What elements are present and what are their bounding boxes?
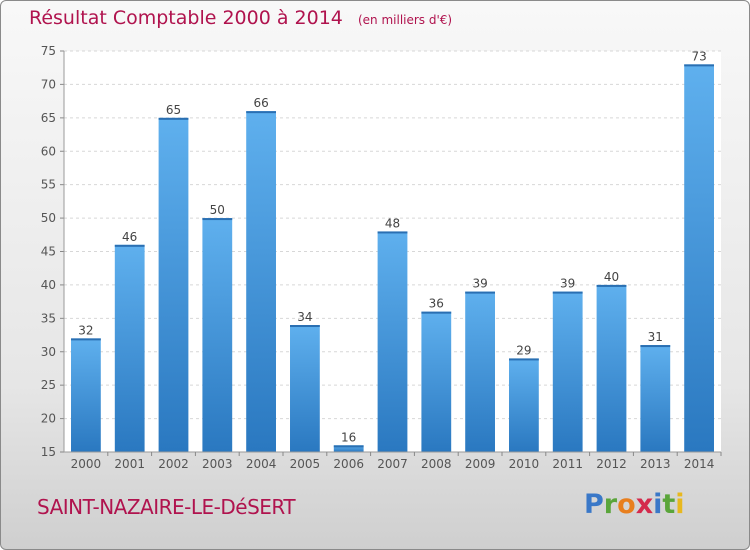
y-tick-label: 40	[41, 278, 56, 292]
y-tick-label: 60	[41, 144, 56, 158]
bar-top	[596, 284, 627, 287]
bar-top	[71, 338, 101, 341]
bar-2006	[333, 445, 364, 452]
bar-top	[421, 311, 452, 314]
bar-2003	[202, 218, 233, 452]
y-tick-label: 15	[41, 445, 56, 459]
bar-2013	[640, 345, 671, 452]
data-labels: 32 46 65 50 66 34 16 48 36 39 29 39 40 31 73	[78, 49, 706, 444]
x-tick-label: 2004	[246, 457, 277, 471]
chart-title: Résultat Comptable 2000 à 2014	[29, 7, 343, 29]
y-tick-label: 75	[41, 44, 56, 58]
bar-top	[684, 64, 714, 67]
data-label: 66	[253, 96, 268, 110]
logo-letter: t	[662, 489, 676, 520]
x-tick-label: 2002	[158, 457, 189, 471]
data-label: 31	[648, 330, 663, 344]
x-tick-label: 2000	[71, 457, 102, 471]
bar-2000	[71, 338, 101, 452]
bar-top	[333, 445, 364, 448]
data-label: 16	[341, 430, 356, 444]
data-label: 39	[472, 277, 487, 291]
data-label: 48	[385, 216, 400, 230]
bar-2011	[552, 291, 583, 452]
title-row: Résultat Comptable 2000 à 2014 (en milli…	[29, 7, 452, 29]
x-tick-label: 2008	[421, 457, 452, 471]
data-label: 65	[166, 103, 181, 117]
x-tick-label: 2007	[377, 457, 408, 471]
bar-2012	[596, 284, 627, 452]
y-axis: 15 20 25 30 35 40 45 50 55 60 65 70 75	[41, 44, 65, 459]
data-label: 40	[604, 270, 619, 284]
x-tick-label: 2001	[114, 457, 145, 471]
bar-top	[377, 231, 408, 234]
bar-top	[552, 291, 583, 294]
data-label: 39	[560, 277, 575, 291]
data-label: 73	[691, 49, 706, 63]
bar-top	[158, 117, 189, 120]
x-tick-label: 2011	[552, 457, 583, 471]
data-label: 46	[122, 230, 137, 244]
y-tick-label: 45	[41, 245, 56, 259]
bar-2009	[465, 291, 495, 452]
bar-2007	[377, 231, 408, 452]
data-label: 32	[78, 323, 93, 337]
bars	[71, 64, 714, 453]
proxiti-logo: Proxiti	[584, 489, 685, 520]
bar-2010	[509, 358, 539, 452]
x-axis: 2000 2001 2002 2003 2004 2005 2006 2007 2008 2009…	[64, 451, 722, 471]
y-tick-label: 55	[41, 178, 56, 192]
logo-letter: r	[603, 489, 618, 520]
logo-letter: x	[635, 489, 654, 520]
bar-top	[114, 244, 145, 247]
bar-top	[640, 345, 671, 348]
y-tick-label: 65	[41, 111, 56, 125]
bar-2014	[684, 64, 714, 452]
x-tick-label: 2010	[509, 457, 540, 471]
commune-name: SAINT-NAZAIRE-LE-DéSERT	[37, 495, 296, 519]
y-tick-label: 35	[41, 311, 56, 325]
y-tick-label: 70	[41, 77, 56, 91]
bar-top	[246, 111, 276, 114]
data-label: 36	[429, 297, 444, 311]
bar-top	[509, 358, 539, 361]
y-tick-label: 30	[41, 345, 56, 359]
bar-2008	[421, 311, 452, 452]
x-tick-label: 2003	[202, 457, 233, 471]
logo-letter: i	[653, 489, 663, 520]
logo-letter: i	[675, 489, 685, 520]
bar-top	[202, 218, 233, 221]
bar-2004	[246, 111, 276, 453]
y-tick-label: 20	[41, 412, 56, 426]
data-label: 29	[516, 343, 531, 357]
logo-letter: o	[617, 489, 636, 520]
bar-2001	[114, 244, 145, 452]
x-tick-label: 2005	[290, 457, 321, 471]
bar-2002	[158, 117, 189, 452]
bar-top	[465, 291, 495, 294]
logo-letter: P	[584, 489, 604, 520]
data-label: 34	[297, 310, 312, 324]
y-tick-label: 50	[41, 211, 56, 225]
x-tick-label: 2014	[684, 457, 715, 471]
x-tick-label: 2009	[465, 457, 496, 471]
bar-2005	[290, 325, 320, 452]
y-tick-label: 25	[41, 378, 56, 392]
chart-subtitle: (en milliers d'€)	[357, 13, 453, 27]
bar-top	[290, 325, 320, 328]
x-tick-label: 2013	[640, 457, 671, 471]
data-label: 50	[210, 203, 225, 217]
x-tick-label: 2012	[596, 457, 627, 471]
x-tick-label: 2006	[333, 457, 364, 471]
